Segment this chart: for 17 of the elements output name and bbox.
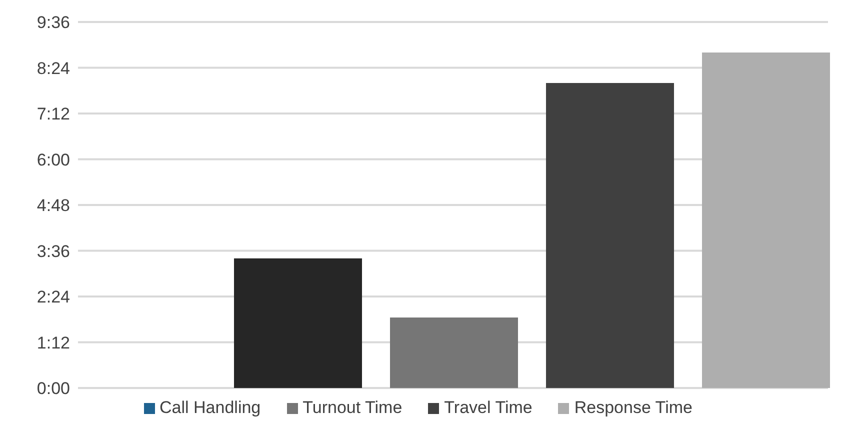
y-tick-label: 8:24 <box>36 58 70 78</box>
bar <box>390 317 518 388</box>
y-tick-label: 0:00 <box>36 379 70 398</box>
bar <box>546 83 674 388</box>
y-tick-label: 9:36 <box>36 13 70 32</box>
y-tick-label: 3:36 <box>36 242 70 261</box>
y-tick-label: 1:12 <box>36 333 70 352</box>
legend-label: Call Handling <box>160 398 261 418</box>
y-tick-label: 7:12 <box>36 104 70 124</box>
legend-label: Response Time <box>574 398 692 418</box>
y-tick-label: 6:00 <box>36 150 70 170</box>
bar <box>234 258 362 388</box>
bar <box>702 52 830 388</box>
legend-label: Turnout Time <box>302 398 402 418</box>
legend-label: Travel Time <box>444 398 532 418</box>
y-tick-label: 4:48 <box>36 196 70 216</box>
y-tick-label: 2:24 <box>36 288 70 307</box>
